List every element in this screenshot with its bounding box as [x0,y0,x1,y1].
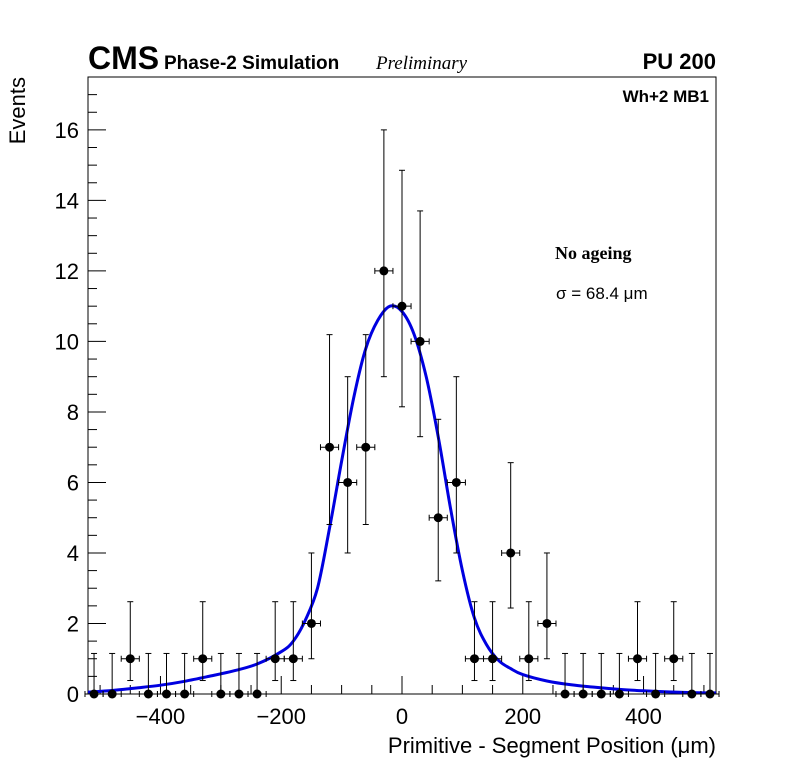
data-point [120,601,140,682]
data-marker [306,618,316,628]
resolution-label: σ = 68.4 μm [556,284,648,303]
y-tick-label: 14 [55,188,79,213]
data-points [84,129,720,699]
data-marker [506,548,516,558]
data-marker [234,689,244,699]
data-point [627,601,648,682]
data-point [428,418,448,582]
data-point [84,652,104,699]
data-marker [180,689,190,699]
x-tick-label: −400 [136,704,186,729]
data-point [646,652,666,699]
data-point [229,652,249,699]
x-axis-tick-labels: −400 −200 0 200 400 [136,704,662,729]
data-marker [596,689,606,699]
data-point [392,169,412,408]
data-marker [270,654,280,664]
data-marker [705,689,715,699]
data-marker [252,689,262,699]
data-point [537,552,557,660]
data-marker [415,336,425,346]
data-marker [669,654,679,664]
data-marker [469,654,479,664]
data-point [700,652,720,699]
data-point [138,652,158,699]
pileup-label: PU 200 [643,49,716,74]
y-tick-label: 16 [55,118,79,143]
data-marker [488,654,498,664]
x-tick-label: −200 [256,704,306,729]
data-marker [560,689,570,699]
data-point [410,210,430,438]
data-point [446,376,466,554]
y-tick-label: 2 [67,611,79,636]
condition-label: No ageing [555,243,632,263]
data-marker [361,442,371,452]
subtitle-label: Phase-2 Simulation [164,53,339,74]
data-marker [651,689,661,699]
region-label: Wh+2 MB1 [623,87,709,106]
y-axis-minor-ticks [88,94,97,677]
data-marker [542,618,552,628]
y-tick-label: 12 [55,259,79,284]
data-marker [524,654,534,664]
data-point [555,652,575,699]
y-tick-label: 0 [67,682,79,707]
data-point [573,652,593,699]
data-point [156,652,177,699]
data-marker [687,689,697,699]
data-marker [89,689,99,699]
data-marker [216,689,226,699]
y-tick-label: 10 [55,329,79,354]
data-point [356,334,376,526]
data-point [102,652,122,699]
data-marker [107,689,117,699]
data-marker [614,689,624,699]
data-point [374,129,394,378]
data-marker [143,689,153,699]
data-marker [288,654,298,664]
data-point [193,601,213,682]
data-marker [379,266,389,276]
x-axis-title: Primitive - Segment Position (μm) [388,733,716,758]
data-point [247,652,267,699]
data-marker [578,689,588,699]
experiment-label: CMS [88,40,159,76]
data-marker [397,301,407,311]
data-marker [433,513,443,523]
status-label: Preliminary [375,53,468,74]
data-marker [343,477,353,487]
data-point [609,652,629,699]
data-marker [162,689,171,699]
data-point [483,601,503,682]
data-marker [325,442,335,452]
data-marker [198,654,208,664]
data-point [319,334,340,526]
data-point [283,601,303,682]
y-tick-label: 6 [67,470,79,495]
data-marker [125,654,135,664]
y-axis-title: Events [5,77,30,144]
data-point [301,552,321,660]
data-point [682,652,702,699]
x-tick-label: 400 [625,704,662,729]
data-point [338,376,358,554]
x-tick-label: 0 [396,704,408,729]
y-tick-label: 4 [67,541,79,566]
data-point [501,462,521,609]
data-point [664,601,684,682]
data-marker [451,477,461,487]
data-marker [633,654,642,664]
y-tick-label: 8 [67,400,79,425]
data-point [175,652,195,699]
x-tick-label: 200 [504,704,541,729]
y-axis-tick-labels: 0 2 4 6 8 10 12 14 16 [55,118,79,707]
data-point [519,601,539,682]
